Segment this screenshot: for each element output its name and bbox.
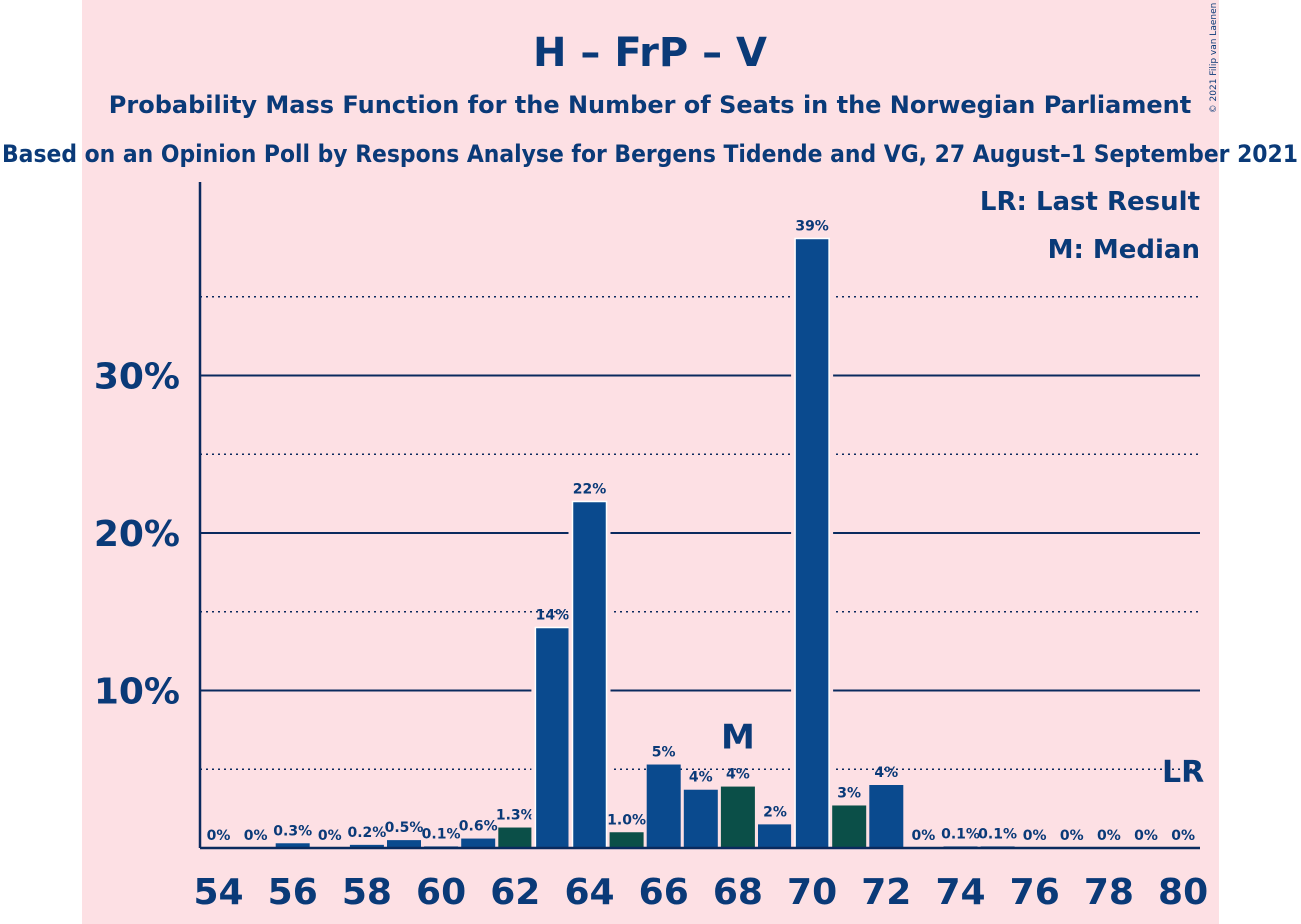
bar-value-label: 0% <box>1171 828 1195 844</box>
y-tick-label: 10% <box>94 672 180 713</box>
bar-value-label: 0% <box>1060 828 1084 844</box>
x-tick-label: 58 <box>342 872 392 913</box>
chart-subtitle-source: Based on an Opinion Poll by Respons Anal… <box>2 140 1298 168</box>
bar-value-label: 1.0% <box>607 812 646 828</box>
gridlines <box>200 296 1200 770</box>
bar-value-label: 0.6% <box>459 819 498 835</box>
bar-value-label: 22% <box>573 482 607 498</box>
bar <box>498 827 533 848</box>
bar <box>349 844 384 848</box>
bar <box>869 785 904 848</box>
bar-value-label: 0.3% <box>273 823 312 839</box>
x-tick-label: 60 <box>416 872 466 913</box>
bar-value-label: 0% <box>1097 828 1121 844</box>
bar-value-label: 14% <box>536 608 570 624</box>
bar-value-label: 0% <box>244 828 268 844</box>
x-tick-label: 76 <box>1010 872 1060 913</box>
bar-value-label: 5% <box>652 745 676 761</box>
bar-value-label: 39% <box>795 218 829 234</box>
x-tick-label: 64 <box>564 872 614 913</box>
bar <box>387 840 421 848</box>
bar-value-label: 3% <box>837 785 861 801</box>
bar-value-label: 0.1% <box>941 826 980 842</box>
bars: 0% 0% 0.3% 0% 0.2%0.5%0.1%0.6%1.3%14%22%1.0%… <box>207 218 1195 849</box>
x-tick-label: 56 <box>268 872 318 913</box>
median-marker: M <box>721 718 755 758</box>
chart-title: H – FrP – V <box>533 30 767 76</box>
copyright-notice: © 2021 Filip van Laenen <box>1209 3 1219 114</box>
bar-value-label: 4% <box>689 770 713 786</box>
bar-value-label: 0.5% <box>385 820 424 836</box>
bar <box>534 626 571 849</box>
bar-value-label: 4% <box>874 765 898 781</box>
bar-value-label: 0.1% <box>978 826 1017 842</box>
bar-value-label: 0% <box>207 828 231 844</box>
legend-median: M: Median <box>1048 235 1200 265</box>
bar <box>832 805 867 848</box>
x-tick-label: 66 <box>639 872 689 913</box>
bar <box>683 789 718 848</box>
bar <box>609 832 644 848</box>
bar-value-label: 4% <box>726 767 750 783</box>
x-tick-label: 74 <box>935 872 985 913</box>
bar-value-label: 0.1% <box>422 826 461 842</box>
x-tick-label: 78 <box>1084 872 1134 913</box>
x-tick-label: 80 <box>1158 872 1208 913</box>
bar-value-label: 0% <box>1134 828 1158 844</box>
x-tick-label: 54 <box>193 872 243 913</box>
chart-subtitle: Probability Mass Function for the Number… <box>109 91 1191 119</box>
bar <box>720 786 755 848</box>
legend-last-result: LR: Last Result <box>980 187 1200 217</box>
bar <box>646 764 681 848</box>
bar-value-label: 0% <box>912 828 936 844</box>
x-tick-label: 72 <box>861 872 911 913</box>
bar-value-label: 2% <box>763 804 787 820</box>
bar <box>758 824 792 848</box>
bar-value-label: 0% <box>1023 828 1047 844</box>
bar-value-label: 0.2% <box>347 825 386 841</box>
bar <box>794 237 830 849</box>
y-tick-label: 30% <box>94 357 180 398</box>
x-tick-label: 62 <box>490 872 540 913</box>
x-tick-label: 68 <box>713 872 763 913</box>
y-tick-label: 20% <box>94 514 180 555</box>
axes: 10% 20% 30% M LR 54 56 58 60 62 64 66 68 70 72 74 76 78 80 <box>94 182 1208 913</box>
last-result-marker: LR <box>1162 755 1204 790</box>
bar-value-label: 1.3% <box>496 808 535 824</box>
bar <box>461 838 496 848</box>
bar <box>275 843 310 848</box>
x-tick-label: 70 <box>787 872 837 913</box>
bar-value-label: 0% <box>318 828 342 844</box>
bar <box>571 500 608 849</box>
